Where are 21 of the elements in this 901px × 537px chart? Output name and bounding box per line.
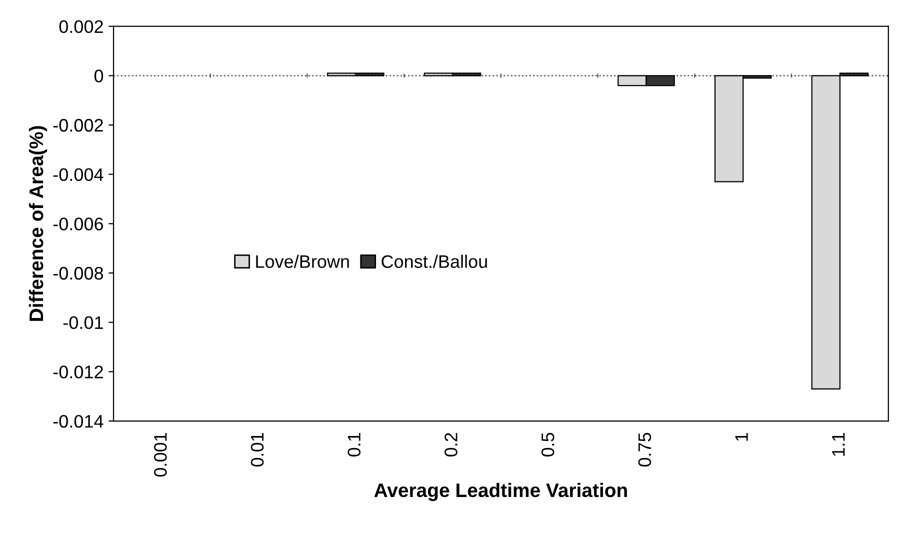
legend-label: Love/Brown	[256, 254, 349, 268]
y-tick-label: -0.014	[53, 414, 104, 428]
x-tick-label: 1.1	[832, 433, 845, 456]
y-tick-label: -0.002	[53, 118, 103, 132]
y-axis-title: Difference of Area(%)	[28, 126, 48, 321]
y-tick-label: -0.01	[63, 316, 103, 330]
x-tick-label: 0.2	[444, 433, 458, 457]
x-tick-label: 0.5	[541, 432, 554, 457]
x-tick-label: 0.75	[638, 432, 652, 467]
x-axis-title: Average Leadtime Variation	[374, 482, 627, 502]
legend-label: Const./Ballou	[382, 254, 487, 268]
y-tick-label: -0.012	[53, 366, 103, 378]
x-tick-label: 0.001	[154, 432, 167, 477]
y-tick-label: 0.002	[59, 20, 103, 34]
y-tick-label: -0.008	[53, 266, 104, 280]
y-tick-label: 0	[94, 70, 104, 82]
x-tick-label: 0.01	[250, 432, 264, 467]
x-tick-label: 1	[735, 433, 748, 441]
x-tick-label: 0.1	[348, 433, 361, 457]
y-tick-label: -0.004	[53, 168, 104, 182]
y-tick-label: -0.006	[53, 218, 104, 230]
